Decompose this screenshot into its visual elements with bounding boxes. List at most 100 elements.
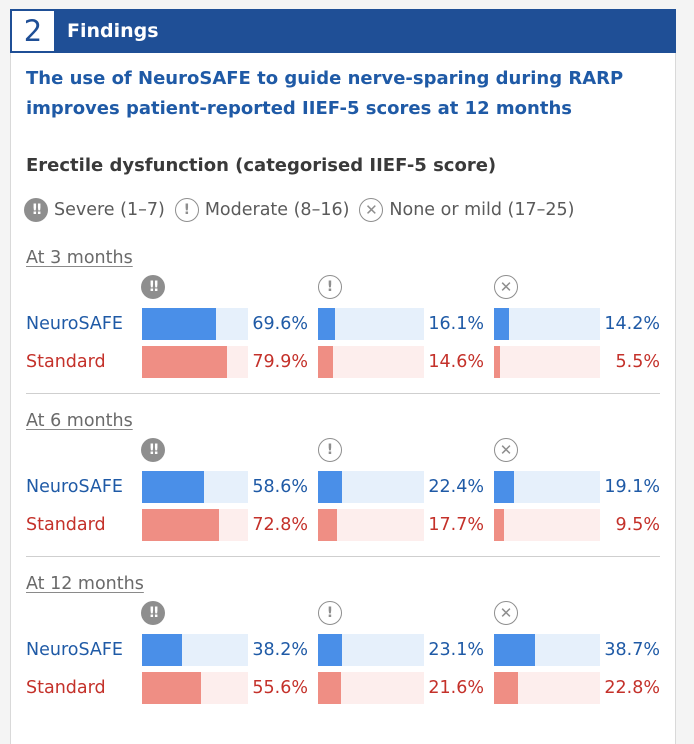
bar-track [318, 471, 424, 503]
bar-track [318, 308, 424, 340]
value-label-moderate: 16.1% [428, 314, 484, 334]
bar-track [318, 346, 424, 378]
group-label-neurosafe: NeuroSAFE [26, 477, 123, 497]
row-standard: Standard 79.9% 14.6% 5.5% [0, 346, 694, 378]
value-label-moderate: 14.6% [428, 352, 484, 372]
legend: !! Severe (1–7) ! Moderate (8–16) ✕ None… [24, 196, 585, 224]
cross-icon: ✕ [494, 275, 518, 299]
bar-track [318, 509, 424, 541]
bar-track [142, 346, 248, 378]
value-label-none: 14.2% [604, 314, 660, 334]
bar-none-standard [494, 509, 505, 541]
bar-none-neurosafe [494, 308, 510, 340]
legend-label-severe: Severe (1–7) [54, 200, 165, 220]
bar-moderate-neurosafe [318, 634, 343, 666]
period-label: At 12 months [26, 574, 144, 594]
period-at-3-months: At 3 months!!! ✕ NeuroSAFE 69.6% 16.1% 14.2% S… [0, 248, 694, 388]
bar-severe-neurosafe [142, 634, 183, 666]
group-label-standard: Standard [26, 678, 106, 698]
period-label: At 3 months [26, 248, 133, 268]
bar-none-standard [494, 346, 500, 378]
bar-track [494, 308, 600, 340]
bar-moderate-standard [318, 509, 337, 541]
section-title-findings: Findings [67, 20, 159, 42]
bar-moderate-neurosafe [318, 308, 336, 340]
value-label-moderate: 21.6% [428, 678, 484, 698]
section-number: 2 [12, 11, 54, 51]
value-label-moderate: 17.7% [428, 515, 484, 535]
double-exclamation-icon: !! [24, 198, 48, 222]
findings-header: 2 Findings [10, 9, 676, 53]
legend-item-severe: !! Severe (1–7) [24, 198, 165, 222]
value-label-severe: 38.2% [252, 640, 308, 660]
period-label: At 6 months [26, 411, 133, 431]
value-label-severe: 69.6% [252, 314, 308, 334]
group-label-neurosafe: NeuroSAFE [26, 314, 123, 334]
legend-label-moderate: Moderate (8–16) [204, 200, 350, 220]
value-label-severe: 72.8% [252, 515, 308, 535]
subtitle-line-2: improves patient-reported IIEF-5 scores … [26, 98, 572, 119]
bar-track [142, 509, 248, 541]
value-label-moderate: 23.1% [428, 640, 484, 660]
row-standard: Standard 55.6% 21.6% 22.8% [0, 672, 694, 704]
bar-track [494, 509, 600, 541]
legend-label-none: None or mild (17–25) [389, 200, 575, 220]
bar-track [494, 634, 600, 666]
value-label-none: 38.7% [604, 640, 660, 660]
bar-moderate-standard [318, 672, 341, 704]
bar-none-neurosafe [494, 634, 536, 666]
double-exclamation-icon: !! [141, 601, 165, 625]
findings-subtitle: The use of NeuroSAFE to guide nerve-spar… [26, 64, 666, 124]
exclamation-icon: ! [318, 601, 342, 625]
legend-item-moderate: ! Moderate (8–16) [174, 198, 350, 222]
value-label-severe: 55.6% [252, 678, 308, 698]
bar-track [494, 346, 600, 378]
value-label-severe: 58.6% [252, 477, 308, 497]
period-at-6-months: At 6 months!!! ✕ NeuroSAFE 58.6% 22.4% 19.1% S… [0, 411, 694, 551]
bar-severe-neurosafe [142, 471, 205, 503]
chart-title: Erectile dysfunction (categorised IIEF-5… [26, 155, 497, 176]
group-label-standard: Standard [26, 352, 106, 372]
period-at-12-months: At 12 months!!! ✕ NeuroSAFE 38.2% 23.1% 38.7%… [0, 574, 694, 714]
exclamation-icon: ! [174, 198, 199, 222]
cross-icon: ✕ [494, 438, 518, 462]
group-label-neurosafe: NeuroSAFE [26, 640, 123, 660]
value-label-none: 9.5% [615, 515, 660, 535]
bar-severe-standard [142, 346, 227, 378]
bar-track [494, 672, 600, 704]
exclamation-icon: ! [318, 275, 342, 299]
bar-track [318, 634, 424, 666]
cross-icon: ✕ [359, 198, 384, 222]
bar-severe-standard [142, 672, 201, 704]
bar-track [142, 634, 248, 666]
value-label-moderate: 22.4% [428, 477, 484, 497]
double-exclamation-icon: !! [141, 275, 165, 299]
value-label-none: 5.5% [615, 352, 660, 372]
bar-severe-standard [142, 509, 220, 541]
row-neurosafe: NeuroSAFE 69.6% 16.1% 14.2% [0, 308, 694, 340]
bar-track [494, 471, 600, 503]
bar-track [318, 672, 424, 704]
group-label-standard: Standard [26, 515, 106, 535]
cross-icon: ✕ [494, 601, 518, 625]
period-divider [26, 556, 660, 557]
bar-severe-neurosafe [142, 308, 216, 340]
row-neurosafe: NeuroSAFE 38.2% 23.1% 38.7% [0, 634, 694, 666]
value-label-severe: 79.9% [252, 352, 308, 372]
bar-moderate-standard [318, 346, 334, 378]
bar-track [142, 471, 248, 503]
bar-none-standard [494, 672, 519, 704]
bar-none-neurosafe [494, 471, 515, 503]
bar-track [142, 672, 248, 704]
bar-moderate-neurosafe [318, 471, 342, 503]
value-label-none: 22.8% [604, 678, 660, 698]
row-neurosafe: NeuroSAFE 58.6% 22.4% 19.1% [0, 471, 694, 503]
double-exclamation-icon: !! [141, 438, 165, 462]
period-divider [26, 393, 660, 394]
legend-item-none: ✕ None or mild (17–25) [359, 198, 575, 222]
exclamation-icon: ! [318, 438, 342, 462]
row-standard: Standard 72.8% 17.7% 9.5% [0, 509, 694, 541]
subtitle-line-1: The use of NeuroSAFE to guide nerve-spar… [26, 68, 624, 89]
value-label-none: 19.1% [604, 477, 660, 497]
bar-track [142, 308, 248, 340]
